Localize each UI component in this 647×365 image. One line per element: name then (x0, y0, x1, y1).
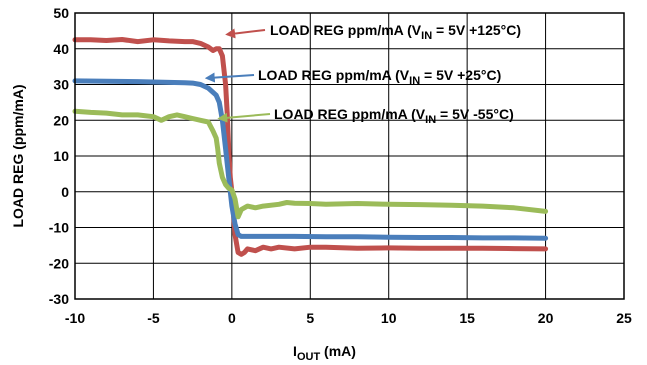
x-tick-label: -10 (65, 310, 85, 326)
x-axis-label: IOUT (mA) (293, 343, 356, 363)
x-tick-label: -5 (147, 310, 160, 326)
x-tick-labels: -10 -5 0 5 10 15 20 25 (65, 310, 632, 326)
annotation-label-2: LOAD REG ppm/mA (VIN = 5V -55°C) (274, 106, 514, 126)
y-tick-label: -30 (49, 291, 69, 307)
x-tick-label: 5 (306, 310, 314, 326)
x-tick-label: 0 (228, 310, 236, 326)
x-tick-label: 25 (616, 310, 632, 326)
y-tick-label: 10 (53, 148, 69, 164)
annotation-label-0: LOAD REG ppm/mA (VIN = 5V +125°C) (270, 22, 521, 42)
annotation-arrow-1 (204, 72, 255, 83)
y-tick-label: 20 (53, 112, 69, 128)
x-axis-label-subscript: OUT (297, 351, 321, 363)
x-tick-label: 10 (381, 310, 397, 326)
y-axis-label: LOAD REG (ppm/mA) (10, 84, 26, 227)
y-tick-label: 50 (53, 5, 69, 21)
y-tick-label: 30 (53, 77, 69, 93)
y-tick-label: -10 (49, 220, 69, 236)
x-axis-label-unit: (mA) (320, 343, 356, 359)
annotation-arrow-0 (225, 28, 266, 39)
y-tick-label: -20 (49, 255, 69, 271)
y-tick-labels: -30 -20 -10 0 10 20 30 40 50 (49, 5, 69, 307)
y-tick-label: 40 (53, 41, 69, 57)
grid (74, 12, 625, 300)
annotation-arrow-2 (217, 112, 271, 123)
series-layer (72, 37, 549, 257)
x-axis-label-main: I (293, 343, 297, 359)
annotations: LOAD REG ppm/mA (VIN = 5V +125°C) LOAD RE… (204, 22, 521, 126)
x-tick-label: 15 (459, 310, 475, 326)
y-tick-label: 0 (61, 184, 69, 200)
annotation-label-1: LOAD REG ppm/mA (VIN = 5V +25°C) (258, 67, 501, 87)
series-line-2 (72, 108, 549, 220)
plot-frame (74, 12, 625, 300)
series-line-1 (72, 78, 549, 241)
x-tick-label: 20 (538, 310, 554, 326)
